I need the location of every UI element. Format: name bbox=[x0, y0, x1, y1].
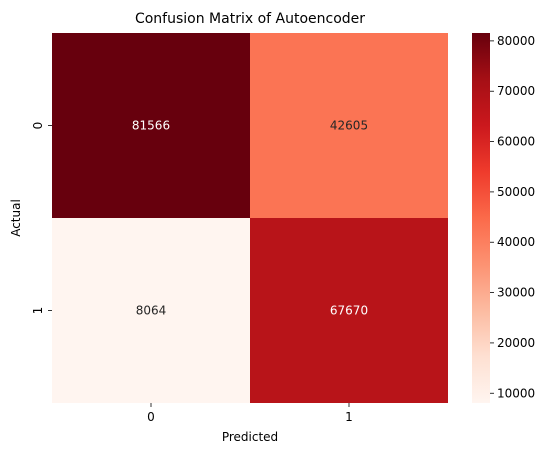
colorbar-tick-label: 20000 bbox=[497, 336, 535, 350]
colorbar-tick-label: 50000 bbox=[497, 185, 535, 199]
colorbar-tick-label: 80000 bbox=[497, 34, 535, 48]
colorbar-ticks: 10000 20000 30000 40000 50000 60000 70000 80000 bbox=[490, 34, 535, 400]
heatmap-cell-0-1 bbox=[250, 33, 448, 218]
cell-value-label-0-0: 81566 bbox=[132, 119, 170, 133]
heatmap-cell-1-0 bbox=[52, 218, 250, 403]
heatmap-cell-0-0 bbox=[52, 33, 250, 218]
colorbar-tick-label: 70000 bbox=[497, 84, 535, 98]
cell-value-label-1-0: 8064 bbox=[136, 304, 167, 318]
cell-value-label-1-1: 67670 bbox=[330, 304, 368, 318]
colorbar bbox=[472, 33, 490, 403]
chart-title: Confusion Matrix of Autoencoder bbox=[135, 11, 365, 27]
y-tick-label: 0 bbox=[31, 122, 45, 130]
colorbar-tick-label: 60000 bbox=[497, 135, 535, 149]
heatmap-cells bbox=[52, 33, 448, 403]
x-tick-label: 1 bbox=[345, 410, 353, 424]
heatmap-cell-labels: 81566 42605 8064 67670 bbox=[132, 119, 368, 318]
colorbar-tick-label: 30000 bbox=[497, 286, 535, 300]
y-axis-label: Actual bbox=[9, 199, 23, 237]
colorbar-tick-label: 10000 bbox=[497, 386, 535, 400]
cell-value-label-0-1: 42605 bbox=[330, 119, 368, 133]
colorbar-tick-label: 40000 bbox=[497, 235, 535, 249]
heatmap-cell-1-1 bbox=[250, 218, 448, 403]
x-axis-label: Predicted bbox=[222, 430, 278, 444]
y-axis: 01 bbox=[31, 122, 52, 315]
y-tick-label: 1 bbox=[31, 307, 45, 315]
x-tick-label: 0 bbox=[147, 410, 155, 424]
